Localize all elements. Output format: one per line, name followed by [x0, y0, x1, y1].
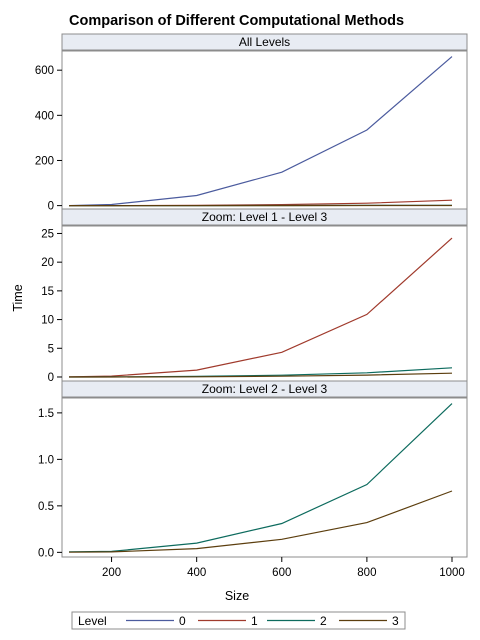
- y-tick-label: 20: [41, 257, 54, 269]
- x-tick-label: 1000: [439, 567, 465, 579]
- panel-0: All Levels 0 200 400 600: [35, 33, 468, 213]
- legend-label-level-3: 3: [392, 614, 399, 628]
- y-axis-label: Time: [11, 284, 25, 311]
- panel-header-2: [61, 380, 468, 398]
- y-tick-label: 1.0: [38, 454, 54, 466]
- y-tick-label: 5: [48, 343, 54, 355]
- series-line-level-3: [68, 490, 453, 553]
- y-tick-label: 0: [48, 201, 54, 213]
- legend-title: Level: [78, 614, 107, 628]
- y-tick-label: 400: [35, 110, 54, 122]
- x-axis-label: Size: [225, 589, 249, 603]
- chart-title: Comparison of Different Computational Me…: [69, 13, 404, 29]
- plot-area-0: [61, 50, 468, 210]
- legend: Level 0 1 2 3: [71, 611, 406, 630]
- y-tick-label: 10: [41, 315, 54, 327]
- panel-header-label-0: All Levels: [239, 35, 290, 49]
- series-line-level-1: [68, 237, 453, 378]
- panel-header-0: [61, 33, 468, 51]
- legend-label-level-1: 1: [251, 614, 258, 628]
- legend-label-level-2: 2: [320, 614, 327, 628]
- series-line-level-3: [69, 372, 453, 378]
- y-tick-label: 1.5: [38, 408, 54, 420]
- y-tick-label: 15: [41, 286, 54, 298]
- y-tick-label: 0: [48, 372, 54, 384]
- x-tick-label: 400: [187, 567, 206, 579]
- panel-header-label-2: Zoom: Level 2 - Level 3: [202, 382, 328, 396]
- panel-1: Zoom: Level 1 - Level 3 0 5 10 15 20 25: [41, 208, 468, 384]
- plot-area-2: [61, 397, 468, 558]
- panel-header-label-1: Zoom: Level 1 - Level 3: [202, 210, 328, 224]
- x-tick-label: 200: [102, 567, 121, 579]
- panel-header-1: [61, 208, 468, 226]
- y-tick-label: 0.5: [38, 501, 54, 513]
- y-tick-label: 25: [41, 228, 54, 240]
- x-tick-label: 600: [272, 567, 291, 579]
- y-tick-label: 0.0: [38, 547, 54, 559]
- panel-2: Zoom: Level 2 - Level 3 0.0 0.5 1.0 1.5: [38, 380, 468, 559]
- y-tick-label: 200: [35, 155, 54, 167]
- y-tick-label: 600: [35, 65, 54, 77]
- legend-label-level-0: 0: [179, 614, 186, 628]
- x-tick-label: 800: [357, 567, 376, 579]
- series-line-level-0: [68, 56, 453, 207]
- plot-area-1: [61, 225, 468, 382]
